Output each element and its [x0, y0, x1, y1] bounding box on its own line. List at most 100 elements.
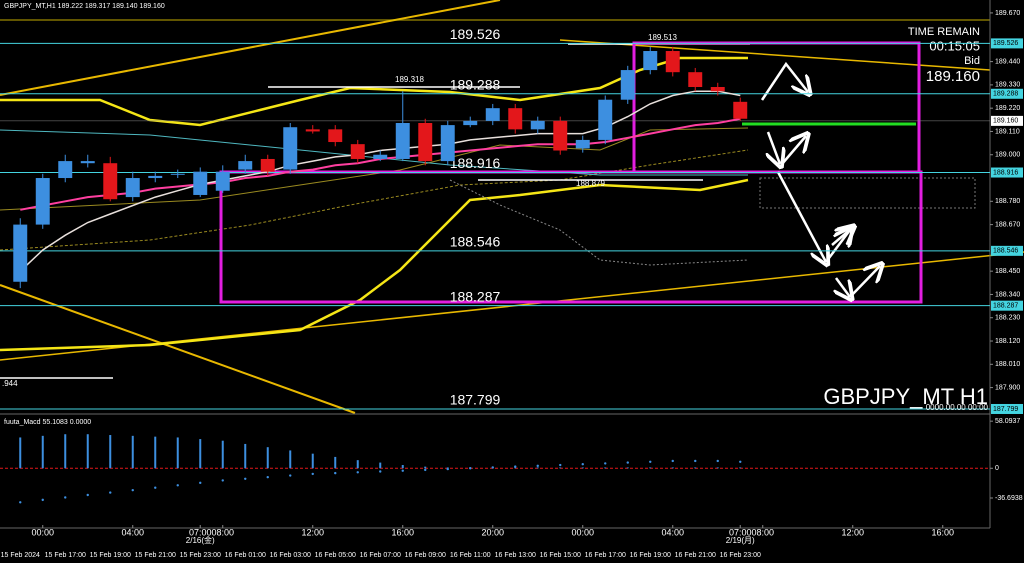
macd-signal	[19, 501, 22, 504]
macd-signal	[176, 484, 179, 487]
candle-body	[13, 224, 28, 282]
annotation: 188.879	[576, 179, 605, 188]
macd-signal	[379, 470, 382, 473]
macd-bar	[581, 467, 584, 469]
x-tick-label: 07:00	[189, 527, 212, 537]
bid-label: Bid	[964, 55, 980, 67]
macd-bar	[244, 443, 247, 469]
macd-signal	[649, 460, 652, 463]
level-label: 188.287	[450, 288, 501, 304]
candle-body	[485, 108, 500, 121]
candle-body	[733, 101, 748, 119]
macd-bar	[514, 467, 517, 469]
moving-average	[19, 90, 741, 272]
bid-axis-label: 189.160	[993, 118, 1018, 125]
macd-tick-label: -36.6938	[995, 495, 1023, 502]
x-tick-label: 12:00	[841, 527, 864, 537]
macd-bar	[266, 447, 269, 469]
macd-bar	[154, 436, 157, 469]
candle-body	[283, 127, 298, 170]
x-tick-label: 16 Feb 13:00	[495, 552, 536, 559]
macd-signal	[424, 468, 427, 472]
macd-signal	[266, 475, 269, 479]
trendlines	[0, 0, 1024, 414]
date-label: 2/16(金)	[186, 535, 215, 545]
macd-bar	[311, 453, 314, 469]
macd-bar	[559, 467, 562, 469]
macd-signal	[356, 471, 359, 474]
annotation: 189.513	[648, 33, 677, 42]
macd-bar	[86, 434, 89, 469]
x-tick-label: 07:00	[729, 527, 752, 537]
y-tick-label: 188.670	[995, 221, 1020, 228]
level-axis-box	[991, 167, 1023, 178]
x-tick-label: 16 Feb 23:00	[720, 552, 761, 559]
y-tick-label: 189.220	[995, 105, 1020, 112]
macd-bar	[19, 437, 22, 469]
bid-axis-box	[991, 115, 1023, 126]
macd-bar	[41, 435, 44, 469]
macd-signal	[446, 467, 449, 471]
macd-signal	[514, 465, 517, 468]
x-tick-label: 16 Feb 07:00	[360, 552, 401, 559]
x-tick-label: 12:00	[301, 527, 324, 537]
y-tick-label: 188.120	[995, 338, 1020, 345]
macd-bar	[64, 434, 67, 469]
bid: 189.160	[926, 68, 980, 85]
macd-signal	[41, 498, 44, 502]
x-tick-label: 00:00	[571, 527, 594, 537]
candle-body	[575, 139, 590, 149]
macd-signal	[671, 459, 674, 463]
level-axis-label: 188.546	[993, 248, 1018, 255]
macd-bar	[289, 450, 292, 469]
candle-body	[508, 108, 523, 130]
x-tick-label: 15 Feb 21:00	[135, 552, 176, 559]
macd-signal	[604, 462, 607, 465]
macd-signal	[716, 459, 719, 463]
macd-signal	[491, 466, 494, 469]
header: GBPJPY_MT,H1 189.222 189.317 189.140 189…	[4, 3, 165, 10]
macd-bar	[649, 467, 652, 469]
macd-signal	[536, 464, 539, 468]
macd-bar	[604, 467, 607, 469]
annotation: .944	[2, 379, 18, 388]
candle-body	[193, 171, 208, 195]
candle-body	[215, 171, 230, 191]
level-label: 188.916	[450, 155, 501, 171]
x-tick-label: 15 Feb 23:00	[180, 552, 221, 559]
date-label: 2/19(月)	[726, 536, 755, 545]
annotation: 0000.00.00 00:00	[926, 403, 989, 412]
macd-tick-label: 0	[995, 465, 999, 472]
level-axis-box	[991, 88, 1023, 99]
candle-body	[530, 120, 545, 130]
level-axis-box	[991, 38, 1023, 49]
candle-body	[688, 72, 703, 88]
level-axis-label: 188.287	[993, 303, 1018, 310]
macd-header: fuuta_Macd 55.1083 0.0000	[4, 419, 91, 426]
y-tick-label: 188.450	[995, 268, 1020, 275]
level-label: 187.799	[450, 392, 501, 408]
x-tick-label: 16 Feb 17:00	[585, 552, 626, 559]
macd-signal	[289, 474, 292, 477]
x-tick-label: 16 Feb 19:00	[630, 552, 671, 559]
macd-signal	[559, 463, 562, 467]
annotation: 189.318	[395, 75, 424, 84]
candle-body	[305, 129, 320, 132]
x-tick-label: 04:00	[661, 527, 684, 537]
y-tick-label: 189.440	[995, 58, 1020, 65]
macd-signal	[401, 469, 404, 472]
macd-signal	[694, 459, 697, 463]
macd-signal	[581, 463, 584, 466]
x-tick-label: 16 Feb 11:00	[450, 552, 491, 559]
macd-tick-label: 58.0937	[995, 418, 1020, 425]
macd-signal	[86, 493, 89, 497]
level-label: 189.288	[450, 76, 501, 92]
time-remain-label: TIME REMAIN	[908, 26, 980, 38]
x-tick-label: 08:00	[751, 527, 774, 537]
candle-body	[148, 175, 163, 179]
x-tick-label: 15 Feb 19:00	[90, 552, 131, 559]
macd-bar	[356, 460, 359, 469]
macd-signal	[109, 491, 112, 494]
level-axis-label: 189.526	[993, 40, 1018, 47]
